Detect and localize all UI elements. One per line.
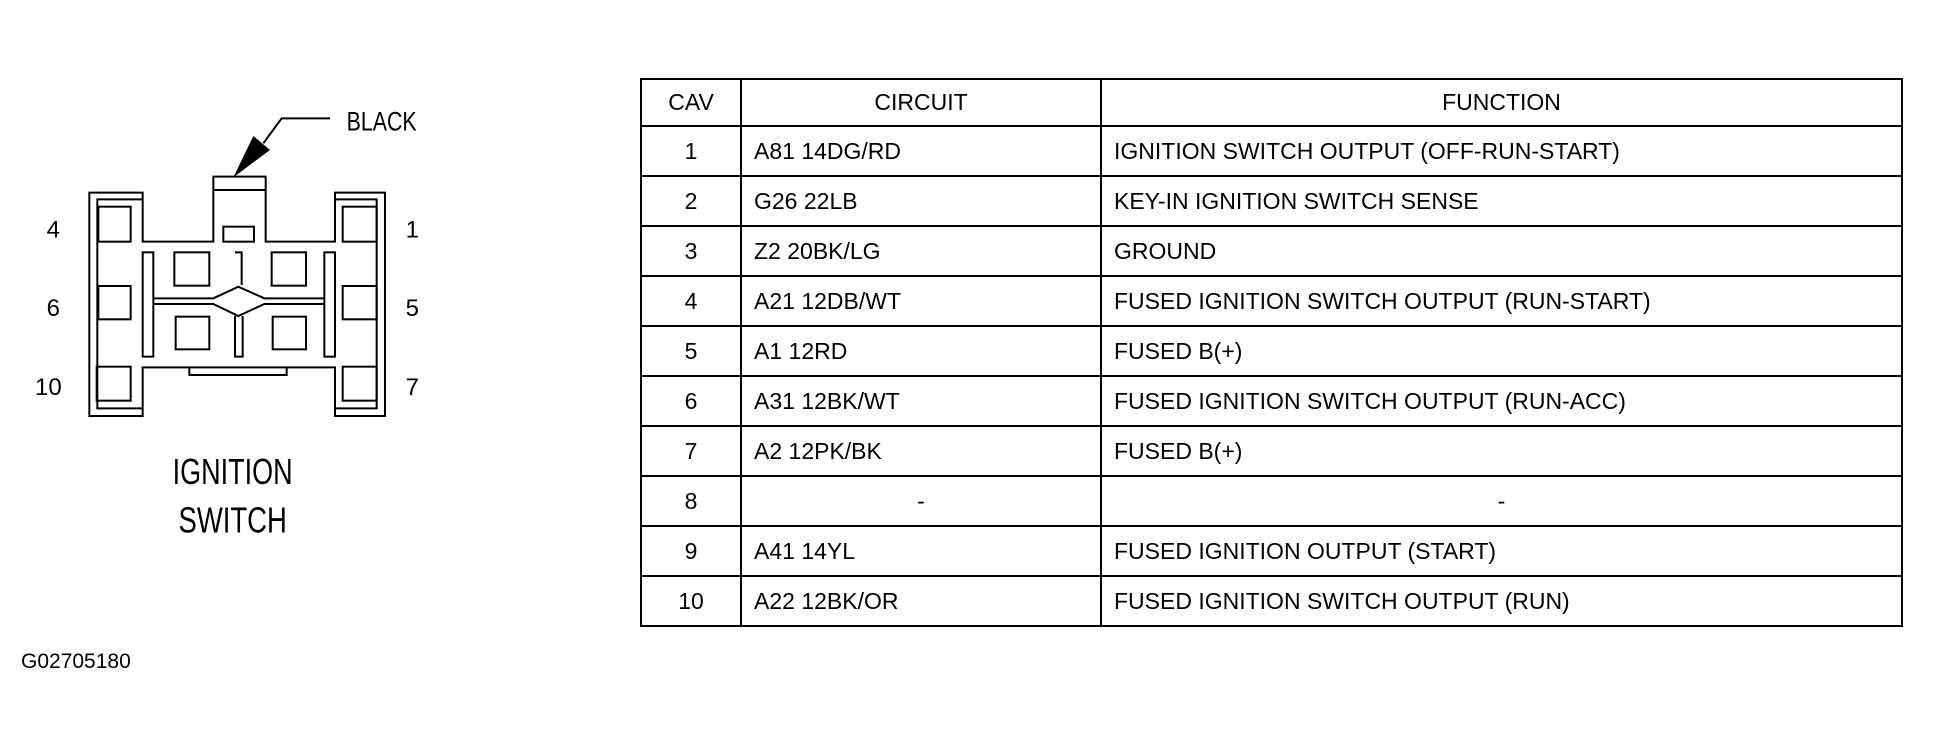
cavity-10 [95,365,132,402]
circuit-cell: A22 12BK/OR [740,575,1102,627]
cav-cell: 4 [640,275,742,327]
table-row: 4 A21 12DB/WT FUSED IGNITION SWITCH OUTPUT… [640,275,1903,327]
cavity-5 [341,284,378,321]
table-header-row: CAV CIRCUIT FUNCTION [640,78,1903,127]
cavity-7 [341,365,378,402]
cavity-1 [341,205,378,243]
function-cell: KEY-IN IGNITION SWITCH SENSE [1100,175,1903,227]
circuit-cell: - [740,475,1102,527]
arrow-head-icon [233,136,270,178]
cav-cell: 8 [640,475,742,527]
table-row: 2 G26 22LB KEY-IN IGNITION SWITCH SENSE [640,175,1903,227]
pin-label-6: 6 [47,295,60,322]
cavity-3 [173,251,211,287]
cavity-4 [97,205,132,243]
table-row: 10 A22 12BK/OR FUSED IGNITION SWITCH OUTPU… [640,575,1903,627]
function-cell: FUSED IGNITION OUTPUT (START) [1100,525,1903,577]
right-divider [323,251,336,358]
cavity-8 [271,315,307,351]
connector-outline [88,175,386,417]
circuit-cell: A31 12BK/WT [740,375,1102,427]
pin-label-1: 1 [406,216,419,243]
pin-label-5: 5 [406,295,419,322]
cavity-6 [97,284,132,321]
cav-cell: 9 [640,525,742,577]
function-cell: FUSED B(+) [1100,425,1903,477]
function-cell: GROUND [1100,225,1903,277]
connector-pinout-table: CAV CIRCUIT FUNCTION 1 A81 14DG/RD IGNITIO… [640,78,1903,627]
lock-tab-window [222,225,255,243]
cav-cell: 6 [640,375,742,427]
cavity-9 [174,315,211,351]
circuit-cell: A81 14DG/RD [740,125,1102,177]
cav-cell: 10 [640,575,742,627]
connector-color-label: BLACK [347,107,417,137]
table-row: 6 A31 12BK/WT FUSED IGNITION SWITCH OUTPUT… [640,375,1903,427]
function-cell: FUSED IGNITION SWITCH OUTPUT (RUN) [1100,575,1903,627]
left-divider [141,251,155,358]
figure-id: G02705180 [21,650,131,673]
function-cell: FUSED B(+) [1100,325,1903,377]
table-row: 5 A1 12RD FUSED B(+) [640,325,1903,377]
table-row: 9 A41 14YL FUSED IGNITION OUTPUT (START) [640,525,1903,577]
connector-name-line2: SWITCH [179,500,287,541]
center-divider-bottom [234,316,244,358]
header-cav: CAV [640,78,742,127]
cav-cell: 1 [640,125,742,177]
function-cell: IGNITION SWITCH OUTPUT (OFF-RUN-START) [1100,125,1903,177]
circuit-cell: A21 12DB/WT [740,275,1102,327]
bottom-plate [188,367,288,376]
function-cell: FUSED IGNITION SWITCH OUTPUT (RUN-ACC) [1100,375,1903,427]
table-row: 3 Z2 20BK/LG GROUND [640,225,1903,277]
cav-cell: 2 [640,175,742,227]
ignition-switch-connector-diagram: BLACK 4 6 10 1 5 7 IGNITION SWITCH [35,107,419,541]
function-cell: FUSED IGNITION SWITCH OUTPUT (RUN-START) [1100,275,1903,327]
pin-label-4: 4 [47,216,60,243]
header-circuit: CIRCUIT [740,78,1102,127]
right-ear-inner [335,198,378,410]
cav-cell: 5 [640,325,742,377]
web-upper [153,285,325,300]
leader-line [262,117,330,144]
cav-cell: 7 [640,425,742,477]
table-row: 8-- [640,475,1903,527]
center-divider-top [235,251,243,285]
pin-label-7: 7 [406,374,419,401]
pin-label-10: 10 [35,374,62,401]
circuit-cell: Z2 20BK/LG [740,225,1102,277]
function-cell: - [1100,475,1903,527]
cavity-2 [270,251,307,287]
circuit-cell: A2 12PK/BK [740,425,1102,477]
circuit-cell: A1 12RD [740,325,1102,377]
cav-cell: 3 [640,225,742,277]
left-ear-inner [96,198,143,410]
header-function: FUNCTION [1100,78,1903,127]
circuit-cell: G26 22LB [740,175,1102,227]
circuit-cell: A41 14YL [740,525,1102,577]
table-row: 1 A81 14DG/RD IGNITION SWITCH OUTPUT (OFF-… [640,125,1903,177]
web-lower [153,303,325,318]
connector-name-line1: IGNITION [173,451,293,492]
table-row: 7 A2 12PK/BK FUSED B(+) [640,425,1903,477]
